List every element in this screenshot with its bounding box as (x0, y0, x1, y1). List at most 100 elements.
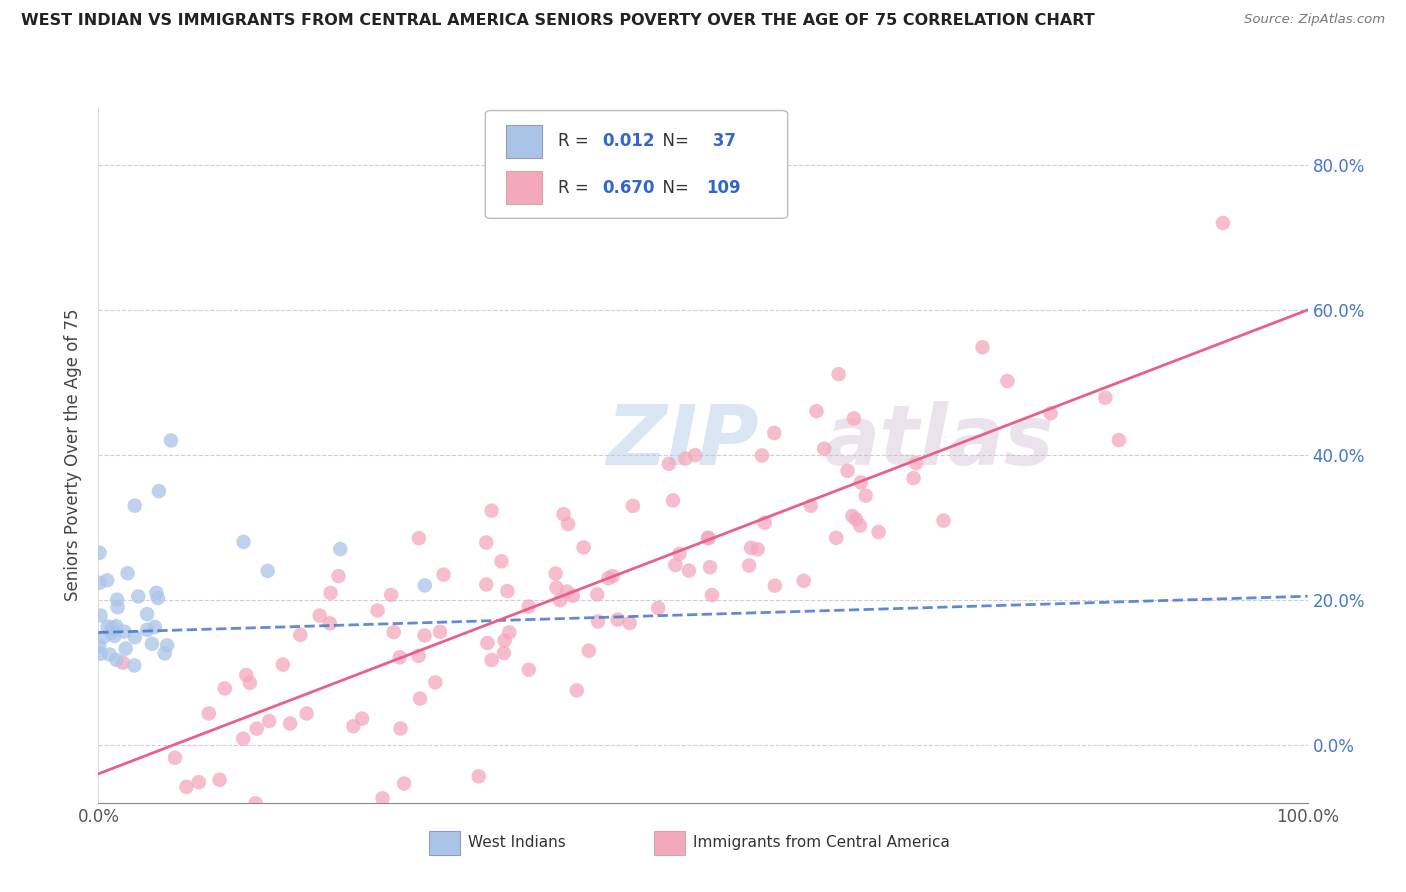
Point (619, 615, 641, 630)
Point (468, 769, 491, 783)
Point (494, 633, 516, 648)
Point (246, 722, 269, 736)
Point (837, 464, 859, 478)
Point (557, 517, 579, 532)
Point (101, 621, 124, 635)
Point (578, 643, 600, 657)
Point (517, 663, 540, 677)
Point (763, 579, 786, 593)
Point (692, 172, 714, 186)
Point (176, 780, 198, 794)
Point (806, 404, 828, 418)
Point (849, 518, 872, 533)
Point (683, 448, 706, 462)
Point (408, 648, 430, 663)
Point (124, 499, 146, 513)
Text: Source: ZipAtlas.com: Source: ZipAtlas.com (1244, 13, 1385, 27)
Point (235, 668, 257, 682)
Point (342, 719, 364, 733)
Point (477, 636, 499, 650)
Point (187, 775, 209, 789)
Point (214, 681, 236, 696)
Point (389, 722, 412, 736)
Point (409, 691, 432, 706)
Point (172, 822, 194, 836)
Point (658, 457, 681, 471)
Point (89, 647, 111, 661)
Point (143, 620, 166, 634)
Point (565, 683, 588, 698)
Point (586, 615, 609, 629)
Point (432, 567, 454, 582)
Point (352, 712, 374, 726)
Point (492, 646, 515, 660)
Text: R =: R = (558, 132, 593, 150)
Point (145, 586, 167, 600)
Point (245, 797, 267, 811)
Point (668, 547, 690, 561)
Point (855, 489, 877, 503)
Point (425, 675, 447, 690)
Point (105, 619, 128, 633)
Point (98, 648, 121, 662)
Point (239, 676, 262, 690)
Point (662, 493, 685, 508)
Point (208, 772, 231, 787)
Point (555, 584, 578, 599)
Point (382, 625, 405, 640)
Point (141, 637, 163, 651)
Point (673, 451, 696, 466)
Point (308, 608, 330, 623)
Point (664, 558, 686, 572)
Point (380, 588, 402, 602)
Point (90, 608, 112, 623)
Point (114, 641, 136, 656)
Point (107, 600, 129, 615)
Point (845, 512, 868, 526)
Point (498, 625, 520, 640)
Point (647, 601, 669, 615)
Point (544, 566, 567, 581)
Point (561, 589, 583, 603)
Point (678, 564, 700, 578)
Point (842, 411, 865, 425)
Point (754, 516, 776, 530)
Point (546, 581, 568, 595)
Point (198, 706, 221, 721)
Point (849, 475, 872, 490)
Point (105, 592, 128, 607)
Point (747, 542, 769, 557)
Point (148, 484, 170, 499)
Point (1094, 391, 1116, 405)
Point (553, 507, 575, 521)
Point (932, 514, 955, 528)
Point (475, 577, 498, 591)
Point (160, 434, 183, 448)
Point (697, 531, 720, 545)
FancyBboxPatch shape (506, 171, 543, 204)
Point (699, 560, 721, 574)
FancyBboxPatch shape (506, 125, 543, 158)
Point (602, 569, 624, 583)
Point (813, 442, 835, 456)
Point (413, 628, 436, 642)
Point (103, 629, 125, 643)
Point (827, 368, 849, 382)
Y-axis label: Seniors Poverty Over the Age of 75: Seniors Poverty Over the Age of 75 (65, 309, 83, 601)
Text: N=: N= (652, 178, 689, 196)
Text: 0.012: 0.012 (603, 132, 655, 150)
Point (328, 569, 350, 583)
Point (114, 624, 136, 639)
Point (388, 650, 411, 665)
Point (751, 449, 773, 463)
Point (271, 657, 294, 672)
Point (146, 591, 169, 606)
Point (997, 374, 1019, 388)
Point (124, 658, 146, 673)
Point (136, 623, 159, 637)
Point (153, 647, 176, 661)
Text: N=: N= (652, 132, 689, 150)
Point (329, 542, 352, 557)
Point (1108, 433, 1130, 447)
Point (481, 653, 503, 667)
